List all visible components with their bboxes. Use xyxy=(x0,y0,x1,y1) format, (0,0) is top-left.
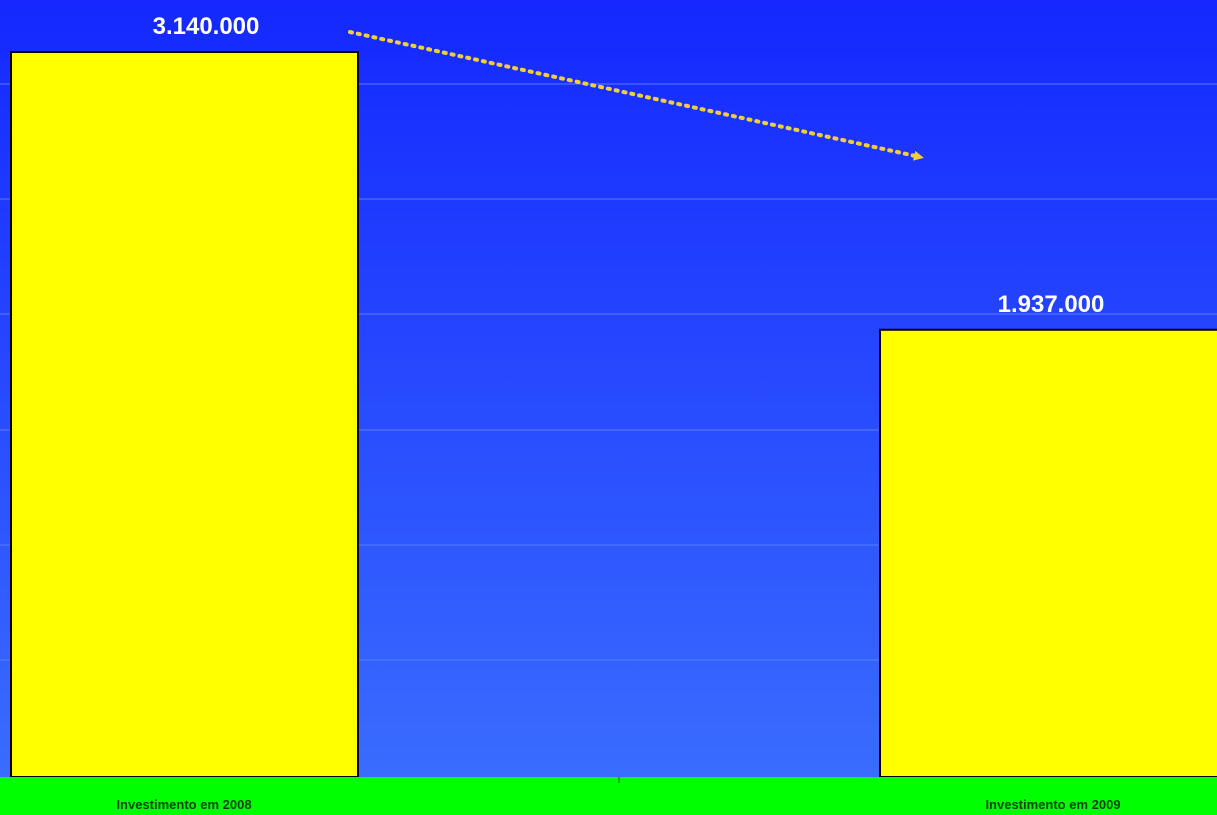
bar xyxy=(10,51,359,778)
labels: 3.140.000 Investimento em 2008 1.937.000 In… xyxy=(116,13,1120,812)
bar-value-label: 1.937.000 xyxy=(998,291,1105,318)
bar xyxy=(879,328,1217,778)
category-label: Investimento em 2008 xyxy=(116,797,251,812)
bars xyxy=(10,51,1217,778)
bar-value-label: 3.140.000 xyxy=(153,13,260,40)
category-label: Investimento em 2009 xyxy=(985,797,1120,812)
decrease-arrow xyxy=(348,30,924,161)
chart-floor xyxy=(0,777,1217,815)
